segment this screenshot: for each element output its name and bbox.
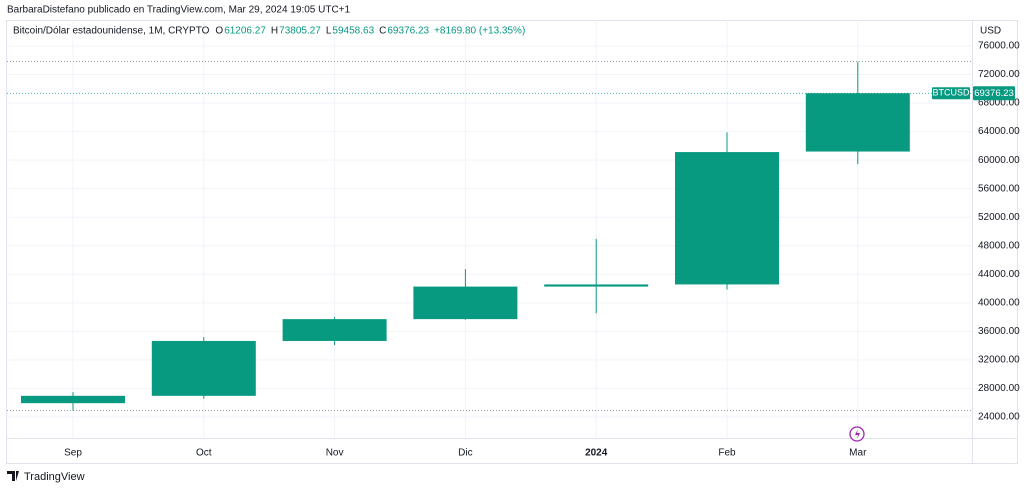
legend-key: O bbox=[215, 26, 223, 37]
candle-body bbox=[282, 319, 387, 341]
candle-body bbox=[21, 395, 125, 404]
event-icon bbox=[849, 426, 865, 442]
y-tick-label: 24000.00 bbox=[978, 412, 1020, 423]
x-tick-label: Mar bbox=[849, 448, 867, 459]
x-tick-label: Dic bbox=[458, 448, 472, 459]
x-tick-label: Sep bbox=[64, 448, 82, 459]
y-axis-label: USD bbox=[980, 26, 1001, 37]
price-badge-value: 69376.23 bbox=[974, 88, 1014, 99]
header-text: BarbaraDistefano publicado en TradingVie… bbox=[7, 5, 351, 16]
x-tick-label: Nov bbox=[326, 448, 344, 459]
y-tick-label: 72000.00 bbox=[978, 69, 1020, 80]
y-tick-label: 68000.00 bbox=[978, 98, 1020, 109]
legend-change: +8169.80 (+13.35%) bbox=[434, 26, 525, 37]
grid bbox=[7, 20, 972, 438]
x-tick-label: Feb bbox=[718, 448, 736, 459]
logo-text: TradingView bbox=[24, 471, 85, 483]
candle-body bbox=[413, 286, 518, 320]
candle-body bbox=[805, 93, 910, 152]
y-tick-label: 52000.00 bbox=[978, 212, 1020, 223]
y-tick-label: 36000.00 bbox=[978, 326, 1020, 337]
price-badge-bg bbox=[932, 87, 970, 100]
legend-value: 73805.27 bbox=[279, 26, 321, 37]
legend-key: H bbox=[271, 26, 278, 37]
y-tick-label: 60000.00 bbox=[978, 155, 1020, 166]
chart-frame bbox=[6, 20, 1018, 464]
legend-key: L bbox=[326, 26, 332, 37]
candle-body bbox=[151, 340, 256, 396]
legend-title: Bitcoin/Dólar estadounidense, 1M, CRYPTO bbox=[13, 26, 210, 37]
legend-value: 61206.27 bbox=[224, 26, 266, 37]
logo: TradingView bbox=[7, 471, 85, 483]
x-tick-label: 2024 bbox=[585, 448, 608, 459]
y-tick-label: 76000.00 bbox=[978, 41, 1020, 52]
price-badge-value-bg bbox=[973, 86, 1015, 101]
y-tick-label: 44000.00 bbox=[978, 269, 1020, 280]
y-tick-label: 28000.00 bbox=[978, 383, 1020, 394]
legend-value: 69376.23 bbox=[387, 26, 429, 37]
legend-key: C bbox=[379, 26, 386, 37]
legend-value: 59458.63 bbox=[332, 26, 374, 37]
y-tick-label: 64000.00 bbox=[978, 126, 1020, 137]
y-tick-label: 32000.00 bbox=[978, 355, 1020, 366]
y-tick-label: 48000.00 bbox=[978, 240, 1020, 251]
x-tick-label: Oct bbox=[196, 448, 212, 459]
candle-body bbox=[544, 284, 649, 287]
y-tick-label: 40000.00 bbox=[978, 297, 1020, 308]
price-badge-name: BTCUSD bbox=[932, 88, 970, 98]
y-tick-label: 56000.00 bbox=[978, 183, 1020, 194]
candle-body bbox=[675, 152, 779, 285]
